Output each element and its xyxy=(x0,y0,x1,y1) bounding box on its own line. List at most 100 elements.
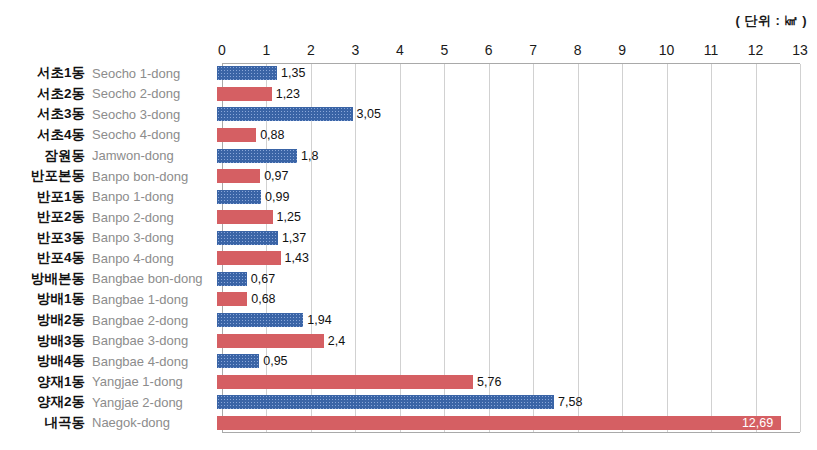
bar-value: 1,37 xyxy=(282,231,306,245)
bar xyxy=(217,66,277,80)
bar-track: 1,23 xyxy=(217,87,795,101)
bar-value: 7,58 xyxy=(558,395,582,409)
bar-track: 1,25 xyxy=(217,210,795,224)
bar xyxy=(217,251,281,265)
bar xyxy=(217,231,278,245)
bar-value: 0,99 xyxy=(265,190,289,204)
bar-value: 1,23 xyxy=(276,87,300,101)
rows-container: 서초1동Seocho 1-dong 1,35 서초2동Seocho 2-dong 1,… xyxy=(0,63,817,433)
bar xyxy=(217,334,324,348)
row-label-en: Banpo 4-dong xyxy=(85,251,217,266)
x-axis: 012345678910111213 xyxy=(222,42,800,60)
row-label-en: Yangjae 2-dong xyxy=(85,395,217,410)
x-tick: 4 xyxy=(396,42,404,58)
chart-row: 방배1동Bangbae 1-dong 0,68 xyxy=(0,289,817,310)
unit-label: ( 단위 : ㎢ ) xyxy=(736,12,807,30)
row-label-ko: 반포3동 xyxy=(0,229,85,247)
chart-row: 반포3동Banpo 3-dong1,37 xyxy=(0,228,817,249)
bar-value: 0,88 xyxy=(260,128,284,142)
bar-track: 1,94 xyxy=(217,313,795,327)
row-label-en: Bangbae 2-dong xyxy=(85,313,217,328)
bar-value: 2,4 xyxy=(328,334,345,348)
row-label-en: Seocho 2-dong xyxy=(85,86,217,101)
bar-track: 0,68 xyxy=(217,292,795,306)
x-tick: 5 xyxy=(440,42,448,58)
row-label-ko: 방배본동 xyxy=(0,270,85,288)
x-tick: 13 xyxy=(792,42,808,58)
row-label-ko: 서초4동 xyxy=(0,126,85,144)
row-label-ko: 반포본동 xyxy=(0,167,85,185)
bar-value: 12,69 xyxy=(742,416,773,430)
bar-track: 0,95 xyxy=(217,354,795,368)
chart-row: 서초4동Seocho 4-dong 0,88 xyxy=(0,125,817,146)
x-tick: 6 xyxy=(485,42,493,58)
chart-row: 서초1동Seocho 1-dong 1,35 xyxy=(0,63,817,84)
bar-track: 2,4 xyxy=(217,334,795,348)
row-label-en: Bangbae bon-dong xyxy=(85,271,217,286)
bar-track: 5,76 xyxy=(217,375,795,389)
bar xyxy=(217,292,247,306)
bar-track: 12,69 xyxy=(217,416,795,430)
row-label-ko: 서초2동 xyxy=(0,85,85,103)
row-label-ko: 방배1동 xyxy=(0,290,85,308)
row-label-ko: 내곡동 xyxy=(0,414,85,432)
row-label-en: Jamwon-dong xyxy=(85,148,217,163)
bar-track: 0,99 xyxy=(217,190,795,204)
x-tick: 10 xyxy=(659,42,675,58)
bar-value: 3,05 xyxy=(357,107,381,121)
chart-row: 반포1동Banpo 1-dong 0,99 xyxy=(0,186,817,207)
row-label-en: Bangbae 3-dong xyxy=(85,333,217,348)
bar-value: 0,95 xyxy=(263,354,287,368)
chart-row: 반포2동Banpo 2-dong 1,25 xyxy=(0,207,817,228)
bar xyxy=(217,190,261,204)
bar-track: 1,43 xyxy=(217,251,795,265)
bar xyxy=(217,149,297,163)
x-tick: 12 xyxy=(748,42,764,58)
chart-row: 양재2동Yangjae 2-dong 7,58 xyxy=(0,392,817,413)
bar xyxy=(217,272,247,286)
row-label-en: Yangjae 1-dong xyxy=(85,374,217,389)
chart-row: 방배2동Bangbae 2-dong1,94 xyxy=(0,310,817,331)
x-tick: 9 xyxy=(618,42,626,58)
bar xyxy=(217,354,259,368)
bar-track: 1,37 xyxy=(217,231,795,245)
row-label-ko: 잠원동 xyxy=(0,147,85,165)
x-tick: 3 xyxy=(351,42,359,58)
bar: 12,69 xyxy=(217,416,781,430)
row-label-ko: 방배3동 xyxy=(0,332,85,350)
row-label-ko: 방배2동 xyxy=(0,311,85,329)
bar-track: 0,97 xyxy=(217,169,795,183)
bar xyxy=(217,87,272,101)
row-label-en: Bangbae 1-dong xyxy=(85,292,217,307)
row-label-en: Banpo 1-dong xyxy=(85,189,217,204)
row-label-ko: 서초3동 xyxy=(0,105,85,123)
row-label-ko: 반포4동 xyxy=(0,249,85,267)
bar-value: 0,67 xyxy=(251,272,275,286)
row-label-ko: 방배4동 xyxy=(0,352,85,370)
row-label-en: Seocho 4-dong xyxy=(85,127,217,142)
row-label-en: Seocho 3-dong xyxy=(85,107,217,122)
bar-chart: ( 단위 : ㎢ ) 012345678910111213 서초1동Seocho… xyxy=(0,0,817,450)
bar xyxy=(217,210,273,224)
row-label-en: Banpo bon-dong xyxy=(85,169,217,184)
bar-value: 0,68 xyxy=(251,292,275,306)
x-tick: 1 xyxy=(263,42,271,58)
chart-row: 양재1동Yangjae 1-dong5,76 xyxy=(0,371,817,392)
bar-value: 1,25 xyxy=(277,210,301,224)
chart-row: 잠원동Jamwon-dong1,8 xyxy=(0,145,817,166)
chart-row: 방배본동Bangbae bon-dong 0,67 xyxy=(0,269,817,290)
bar-value: 1,35 xyxy=(281,66,305,80)
bar-track: 1,8 xyxy=(217,149,795,163)
bar-track: 0,88 xyxy=(217,128,795,142)
row-label-ko: 반포2동 xyxy=(0,208,85,226)
row-label-ko: 서초1동 xyxy=(0,64,85,82)
row-label-en: Banpo 2-dong xyxy=(85,210,217,225)
row-label-ko: 반포1동 xyxy=(0,188,85,206)
chart-row: 내곡동Naegok-dong12,69 xyxy=(0,413,817,434)
row-label-ko: 양재1동 xyxy=(0,373,85,391)
chart-row: 서초3동Seocho 3-dong 3,05 xyxy=(0,104,817,125)
bar-track: 0,67 xyxy=(217,272,795,286)
row-label-en: Seocho 1-dong xyxy=(85,66,217,81)
bar xyxy=(217,107,353,121)
row-label-ko: 양재2동 xyxy=(0,393,85,411)
